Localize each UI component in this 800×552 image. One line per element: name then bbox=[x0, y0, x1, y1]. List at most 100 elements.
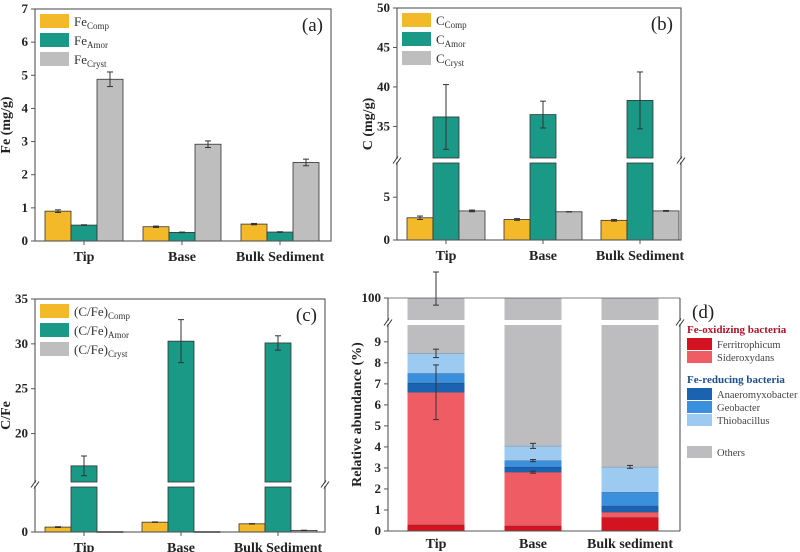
y-tick-label: 8 bbox=[375, 355, 382, 370]
stack-thiobacillus-2 bbox=[601, 466, 659, 493]
bar-c-comp-2 bbox=[238, 523, 266, 533]
bar-a-cryst-1 bbox=[194, 143, 222, 242]
legend-label-main: C bbox=[436, 51, 445, 66]
legend-label: Others bbox=[717, 448, 745, 459]
y-tick-label: 3 bbox=[22, 134, 29, 149]
legend-label-sub: Cryst bbox=[87, 59, 107, 69]
y-tick-label: 0 bbox=[384, 232, 391, 247]
legend-group-title: Fe-reducing bacteria bbox=[687, 374, 785, 386]
y-tick-label: 35 bbox=[377, 118, 391, 133]
bar-b-amor-0 bbox=[432, 162, 460, 241]
legend-label-main: (C/Fe) bbox=[74, 304, 108, 319]
legend-swatch bbox=[687, 351, 712, 363]
legend-label-sub: Amor bbox=[445, 39, 466, 49]
bar-b-cryst-2 bbox=[652, 210, 680, 241]
stack-anaeromyxobacter-2 bbox=[601, 505, 659, 513]
stack-sideroxydans-1 bbox=[504, 472, 562, 526]
panel-c: Tip Base Bulk Sediment 0 20 25 30 35 C/Fe (c) (C/F… bbox=[0, 291, 330, 552]
axis-break-gap-left bbox=[32, 483, 38, 486]
bar-a-amor-0 bbox=[70, 224, 98, 242]
legend-d: Fe-oxidizing bacteria Ferritrophicum Sider… bbox=[687, 324, 798, 459]
panel-label: (b) bbox=[651, 14, 673, 35]
y-tick-label: 2 bbox=[22, 167, 29, 182]
legend-label: Anaeromyxobacter bbox=[717, 390, 798, 401]
bar-a-comp-1 bbox=[142, 226, 170, 242]
stack-others-1 bbox=[504, 325, 562, 446]
axis-break-mark bbox=[383, 318, 390, 326]
x-tick-label: Tip bbox=[74, 250, 95, 265]
axis-break-gap-left bbox=[394, 159, 400, 162]
x-tick-label: Bulk Sediment bbox=[596, 249, 685, 264]
legend-label: CAmor bbox=[436, 32, 466, 49]
legend-label: (C/Fe)Amor bbox=[74, 323, 129, 340]
stack-ferritrophicum-1 bbox=[504, 525, 562, 531]
bar-b-cryst-1 bbox=[555, 211, 583, 241]
axis-break-mark bbox=[30, 480, 37, 488]
y-tick-label: 0 bbox=[375, 523, 382, 538]
panel-a: Tip Base Bulk Sediment 0 1 2 3 4 5 6 7 Fe (mg/g) (a)… bbox=[0, 1, 332, 265]
bar-c-comp-1 bbox=[141, 521, 169, 533]
legend-label: (C/Fe)Cryst bbox=[74, 342, 128, 359]
y-tick-label: 6 bbox=[22, 34, 29, 49]
panel-d: Tip Base Bulk sediment 0 1 2 3 4 5 6 7 8 9 100 Relativ… bbox=[350, 271, 798, 552]
legend-c: (C/Fe)Comp(C/Fe)Amor(C/Fe)Cryst bbox=[40, 304, 130, 359]
bar-a-comp-0 bbox=[44, 210, 72, 242]
stack-sideroxydans-2 bbox=[601, 512, 659, 518]
legend-label: (C/Fe)Comp bbox=[74, 304, 130, 321]
legend-swatch bbox=[402, 32, 431, 46]
legend-swatch bbox=[40, 14, 69, 28]
axis-break-mark bbox=[679, 157, 686, 165]
axis-break-gap-right bbox=[678, 159, 684, 162]
legend-label: Thiobacillus bbox=[717, 416, 770, 427]
y-tick-label: 0 bbox=[22, 524, 29, 539]
y-tick-label: 4 bbox=[22, 100, 29, 115]
legend-group-title: Fe-oxidizing bacteria bbox=[687, 324, 787, 336]
legend-label-main: Fe bbox=[74, 52, 87, 67]
x-tick-label: Tip bbox=[426, 537, 447, 552]
axis-break-mark bbox=[320, 480, 327, 488]
x-tick-label: Tip bbox=[436, 249, 457, 264]
bar-c-amor-2-upper bbox=[264, 342, 292, 483]
legend-swatch bbox=[687, 338, 712, 350]
y-axis-label: Relative abundance (%) bbox=[350, 342, 365, 487]
y-tick-label: 2 bbox=[375, 481, 382, 496]
legend-swatch bbox=[687, 401, 712, 413]
stack-others-0-upper bbox=[407, 298, 465, 320]
bar-a-amor-1 bbox=[168, 231, 196, 242]
legend-label-sub: Amor bbox=[108, 330, 129, 340]
y-tick-label: 100 bbox=[362, 290, 382, 305]
legend-label: CComp bbox=[436, 13, 467, 30]
panel-label: (a) bbox=[302, 15, 323, 36]
y-tick-label: 4 bbox=[375, 439, 382, 454]
plot-frame-c bbox=[34, 298, 326, 533]
stack-ferritrophicum-0 bbox=[407, 524, 465, 531]
x-tick-label: Bulk Sediment bbox=[234, 541, 323, 552]
stack-geobacter-1 bbox=[504, 460, 562, 467]
axis-break-mark bbox=[33, 481, 40, 489]
bar-a-cryst-2 bbox=[292, 162, 320, 242]
legend-swatch bbox=[687, 388, 712, 400]
y-tick-label: 5 bbox=[375, 418, 382, 433]
legend-label-sub: Cryst bbox=[108, 349, 128, 359]
legend-swatch bbox=[40, 52, 69, 66]
x-tick-label: Base bbox=[167, 541, 195, 552]
y-tick-label: 9 bbox=[375, 334, 382, 349]
legend-label: Ferritrophicum bbox=[717, 340, 781, 351]
stack-anaeromyxobacter-1 bbox=[504, 466, 562, 473]
axis-break-gap-right bbox=[677, 321, 683, 324]
legend-label: FeComp bbox=[74, 14, 110, 31]
legend-label-sub: Cryst bbox=[445, 58, 465, 68]
panel-b: Tip Base Bulk Sediment 0 5 35 40 45 50 C (mg/g) (b… bbox=[361, 0, 686, 264]
bar-c-amor-1-upper bbox=[167, 340, 195, 483]
axis-break-mark bbox=[675, 318, 682, 326]
bar-a-cryst-0 bbox=[96, 78, 124, 242]
axis-break-mark bbox=[395, 157, 402, 165]
stack-ferritrophicum-2 bbox=[601, 517, 659, 531]
legend-swatch bbox=[40, 323, 69, 337]
x-tick-label: Base bbox=[168, 250, 196, 265]
panel-label: (c) bbox=[296, 305, 317, 326]
y-tick-label: 0 bbox=[22, 233, 29, 248]
x-tick-label: Base bbox=[529, 249, 557, 264]
